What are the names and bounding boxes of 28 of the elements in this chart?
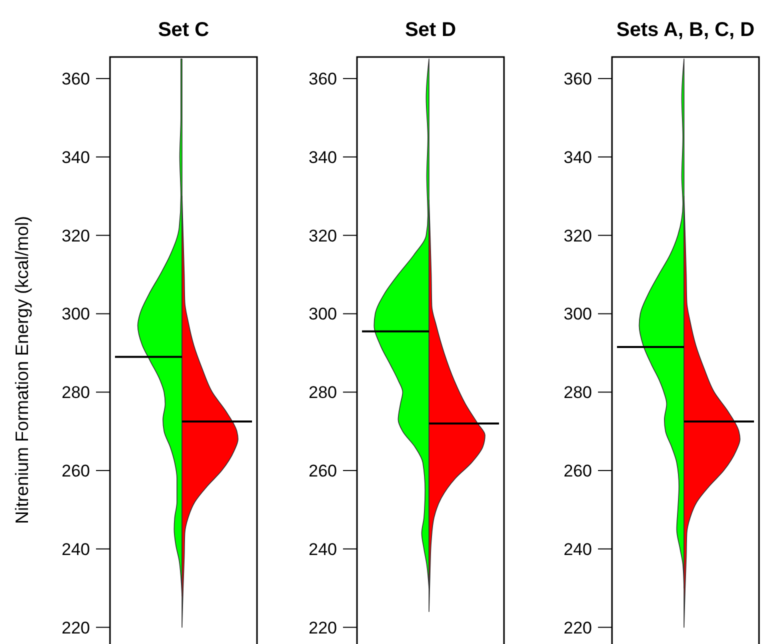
y-tick-label: 340 bbox=[564, 148, 592, 167]
y-tick-label: 360 bbox=[308, 70, 337, 89]
y-tick-label: 300 bbox=[62, 304, 90, 324]
y-tick-label: 300 bbox=[308, 304, 337, 324]
chart-title: Sets A, B, C, D bbox=[616, 19, 755, 41]
y-tick-label: 360 bbox=[62, 70, 90, 89]
y-tick-label: 340 bbox=[62, 148, 90, 167]
y-tick-label: 220 bbox=[62, 618, 90, 638]
y-tick-label: 240 bbox=[308, 540, 337, 559]
y-axis-title: Nitrenium Formation Energy (kcal/mol) bbox=[12, 216, 32, 524]
y-tick-label: 220 bbox=[308, 618, 337, 638]
y-tick-label: 280 bbox=[62, 383, 90, 402]
y-tick-label: 340 bbox=[308, 148, 337, 167]
y-tick-label: 260 bbox=[308, 461, 337, 480]
chart-title: Set D bbox=[404, 19, 456, 41]
y-tick-label: 240 bbox=[564, 540, 592, 559]
y-tick-label: 220 bbox=[564, 618, 592, 638]
y-tick-label: 320 bbox=[62, 226, 90, 246]
y-tick-label: 240 bbox=[62, 540, 90, 559]
y-tick-label: 320 bbox=[564, 226, 592, 246]
y-tick-label: 320 bbox=[308, 226, 337, 246]
y-tick-label: 280 bbox=[308, 383, 337, 402]
chart-title: Set C bbox=[158, 19, 210, 41]
y-tick-label: 300 bbox=[564, 304, 592, 324]
y-tick-label: 360 bbox=[564, 70, 592, 89]
y-tick-label: 280 bbox=[564, 383, 592, 402]
y-tick-label: 260 bbox=[564, 461, 592, 480]
y-tick-label: 260 bbox=[62, 461, 90, 480]
